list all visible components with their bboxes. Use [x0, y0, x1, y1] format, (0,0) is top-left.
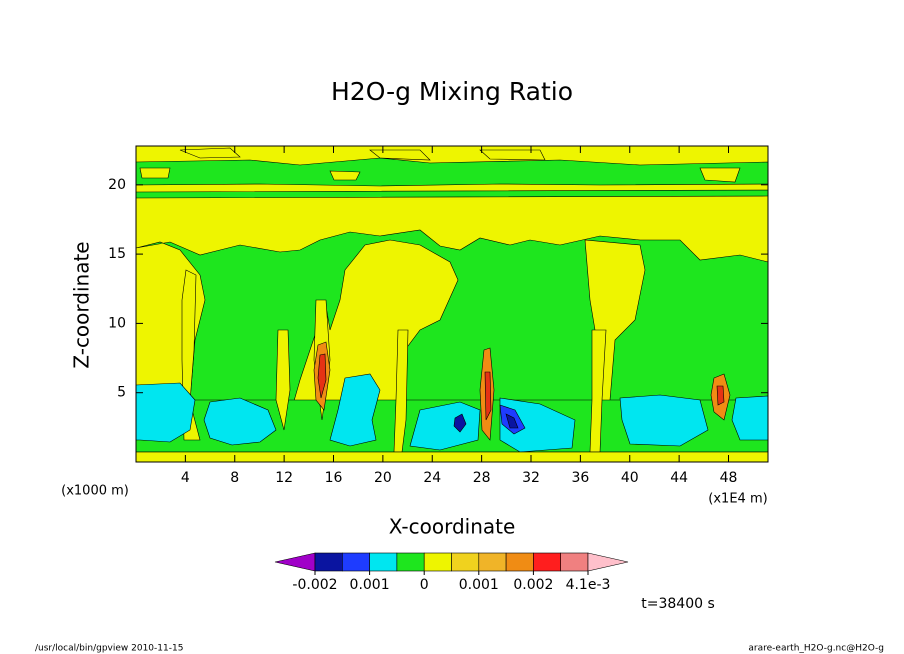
x-tick-label: 20: [374, 470, 392, 486]
x-tick-label: 40: [621, 470, 639, 486]
x-tick-label: 8: [230, 470, 239, 486]
colorbar-tick-label: 4.1e-3: [566, 577, 611, 593]
x-unit-alt: (x1E4 m): [708, 492, 767, 507]
x-unit: (x1000 m): [61, 484, 129, 499]
chart-title: H2O-g Mixing Ratio: [331, 77, 573, 106]
colorbar-box: [533, 552, 562, 572]
y-tick-label: 20: [108, 177, 126, 193]
colorbar-box: [478, 552, 507, 572]
x-axis-label: X-coordinate: [389, 515, 516, 539]
colorbar-box: [451, 552, 480, 572]
y-tick-label: 5: [117, 385, 126, 401]
colorbar-over: [587, 552, 629, 572]
x-tick-label: 44: [670, 470, 688, 486]
colorbar-box: [396, 552, 425, 572]
y-axis-label: Z-coordinate: [70, 241, 94, 368]
y-tick-label: 10: [108, 315, 126, 331]
x-tick-label: 16: [325, 470, 343, 486]
x-tick-label: 36: [571, 470, 589, 486]
colorbar-tick-label: 0.001: [459, 577, 499, 593]
colorbar-box: [423, 552, 452, 572]
colorbar-tick-label: -0.002: [292, 577, 337, 593]
x-tick-label: 4: [181, 470, 190, 486]
x-tick-label: 32: [522, 470, 540, 486]
time-label: t=38400 s: [641, 596, 715, 612]
colorbar-tick-label: 0.001: [350, 577, 390, 593]
footer-right: arare-earth_H2O-g.nc@H2O-g: [748, 644, 884, 654]
colorbar-box: [560, 552, 589, 572]
x-tick-label: 28: [473, 470, 491, 486]
footer-left: /usr/local/bin/gpview 2010-11-15: [35, 644, 183, 654]
colorbar-box: [505, 552, 534, 572]
x-tick-label: 24: [423, 470, 441, 486]
plot-frame: [135, 145, 769, 463]
x-tick-label: 12: [275, 470, 293, 486]
colorbar-tick-label: 0: [420, 577, 429, 593]
x-tick-label: 48: [720, 470, 738, 486]
colorbar-box: [314, 552, 343, 572]
contour-field: [135, 145, 769, 463]
y-tick-label: 15: [108, 246, 126, 262]
colorbar-under: [274, 552, 316, 572]
colorbar-box: [341, 552, 370, 572]
colorbar-box: [369, 552, 398, 572]
colorbar-tick-label: 0.002: [513, 577, 553, 593]
